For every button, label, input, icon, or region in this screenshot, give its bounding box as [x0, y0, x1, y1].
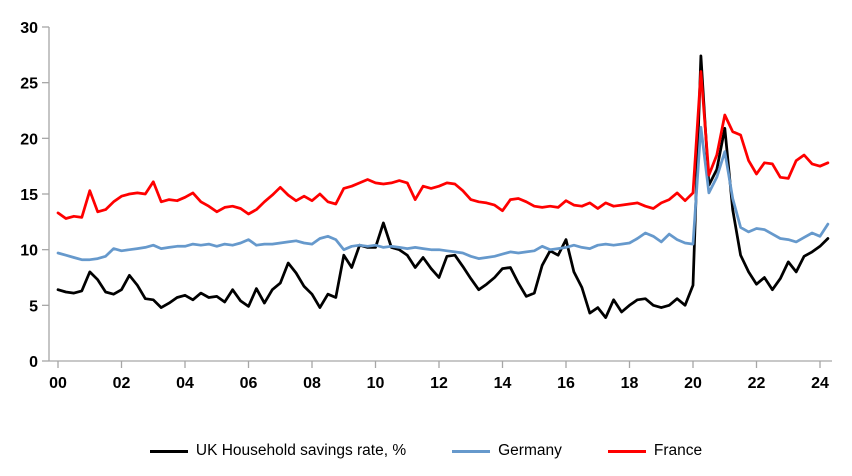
x-tick-label: 22 [748, 375, 766, 392]
x-tick-label: 02 [113, 375, 131, 392]
x-tick-label: 18 [621, 375, 639, 392]
x-tick-label: 20 [684, 375, 702, 392]
x-tick-label: 12 [430, 375, 448, 392]
chart-legend: UK Household savings rate, % Germany Franc… [0, 434, 852, 468]
legend-swatch-uk [149, 449, 188, 453]
legend-item-uk: UK Household savings rate, % [149, 442, 407, 460]
legend-swatch-germany [452, 449, 491, 453]
y-tick-label: 30 [20, 20, 38, 37]
y-tick-label: 10 [20, 243, 38, 260]
legend-label-france: France [653, 442, 703, 460]
series-line-france [56, 70, 830, 220]
y-tick-label: 25 [20, 76, 38, 93]
x-tick-label: 00 [49, 375, 67, 392]
x-tick-label: 10 [367, 375, 385, 392]
legend-label-germany: Germany [498, 442, 562, 460]
x-tick-label: 14 [494, 375, 512, 392]
y-tick-label: 0 [29, 354, 38, 371]
x-tick-label: 24 [811, 375, 829, 392]
y-tick-label: 5 [29, 298, 38, 315]
legend-item-germany: Germany [452, 443, 562, 459]
y-tick-label: 15 [20, 187, 38, 204]
legend-label-uk: UK Household savings rate, % [195, 442, 407, 460]
y-tick-label: 20 [20, 131, 38, 148]
x-tick-label: 16 [557, 375, 575, 392]
x-tick-label: 04 [176, 375, 194, 392]
x-tick-label: 06 [240, 375, 258, 392]
x-tick-label: 08 [303, 375, 321, 392]
series-line-germany [56, 125, 830, 262]
legend-swatch-france [607, 449, 646, 453]
legend-item-france: France [607, 442, 703, 460]
